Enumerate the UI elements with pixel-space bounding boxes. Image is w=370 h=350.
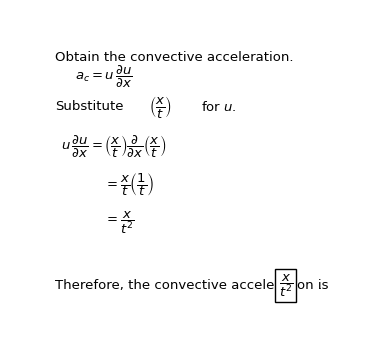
Text: $a_c = u\,\dfrac{\partial u}{\partial x}$: $a_c = u\,\dfrac{\partial u}{\partial x}… — [75, 64, 132, 90]
Text: for $u$.: for $u$. — [201, 100, 237, 114]
Text: $= \dfrac{x}{t^2}$: $= \dfrac{x}{t^2}$ — [104, 209, 134, 236]
Text: $\dfrac{x}{t^2}$: $\dfrac{x}{t^2}$ — [279, 273, 293, 299]
Text: $\left(\dfrac{x}{t}\right)$: $\left(\dfrac{x}{t}\right)$ — [149, 94, 172, 120]
Text: Obtain the convective acceleration.: Obtain the convective acceleration. — [55, 51, 293, 64]
Text: .: . — [317, 279, 322, 292]
Text: $= \dfrac{x}{t}\left(\dfrac{1}{t}\right)$: $= \dfrac{x}{t}\left(\dfrac{1}{t}\right)… — [104, 172, 154, 198]
Text: Substitute: Substitute — [55, 100, 123, 113]
Text: Therefore, the convective acceleration is: Therefore, the convective acceleration i… — [55, 279, 328, 292]
Text: $u\,\dfrac{\partial u}{\partial x} = \left(\dfrac{x}{t}\right)\dfrac{\partial}{\: $u\,\dfrac{\partial u}{\partial x} = \le… — [61, 134, 166, 160]
